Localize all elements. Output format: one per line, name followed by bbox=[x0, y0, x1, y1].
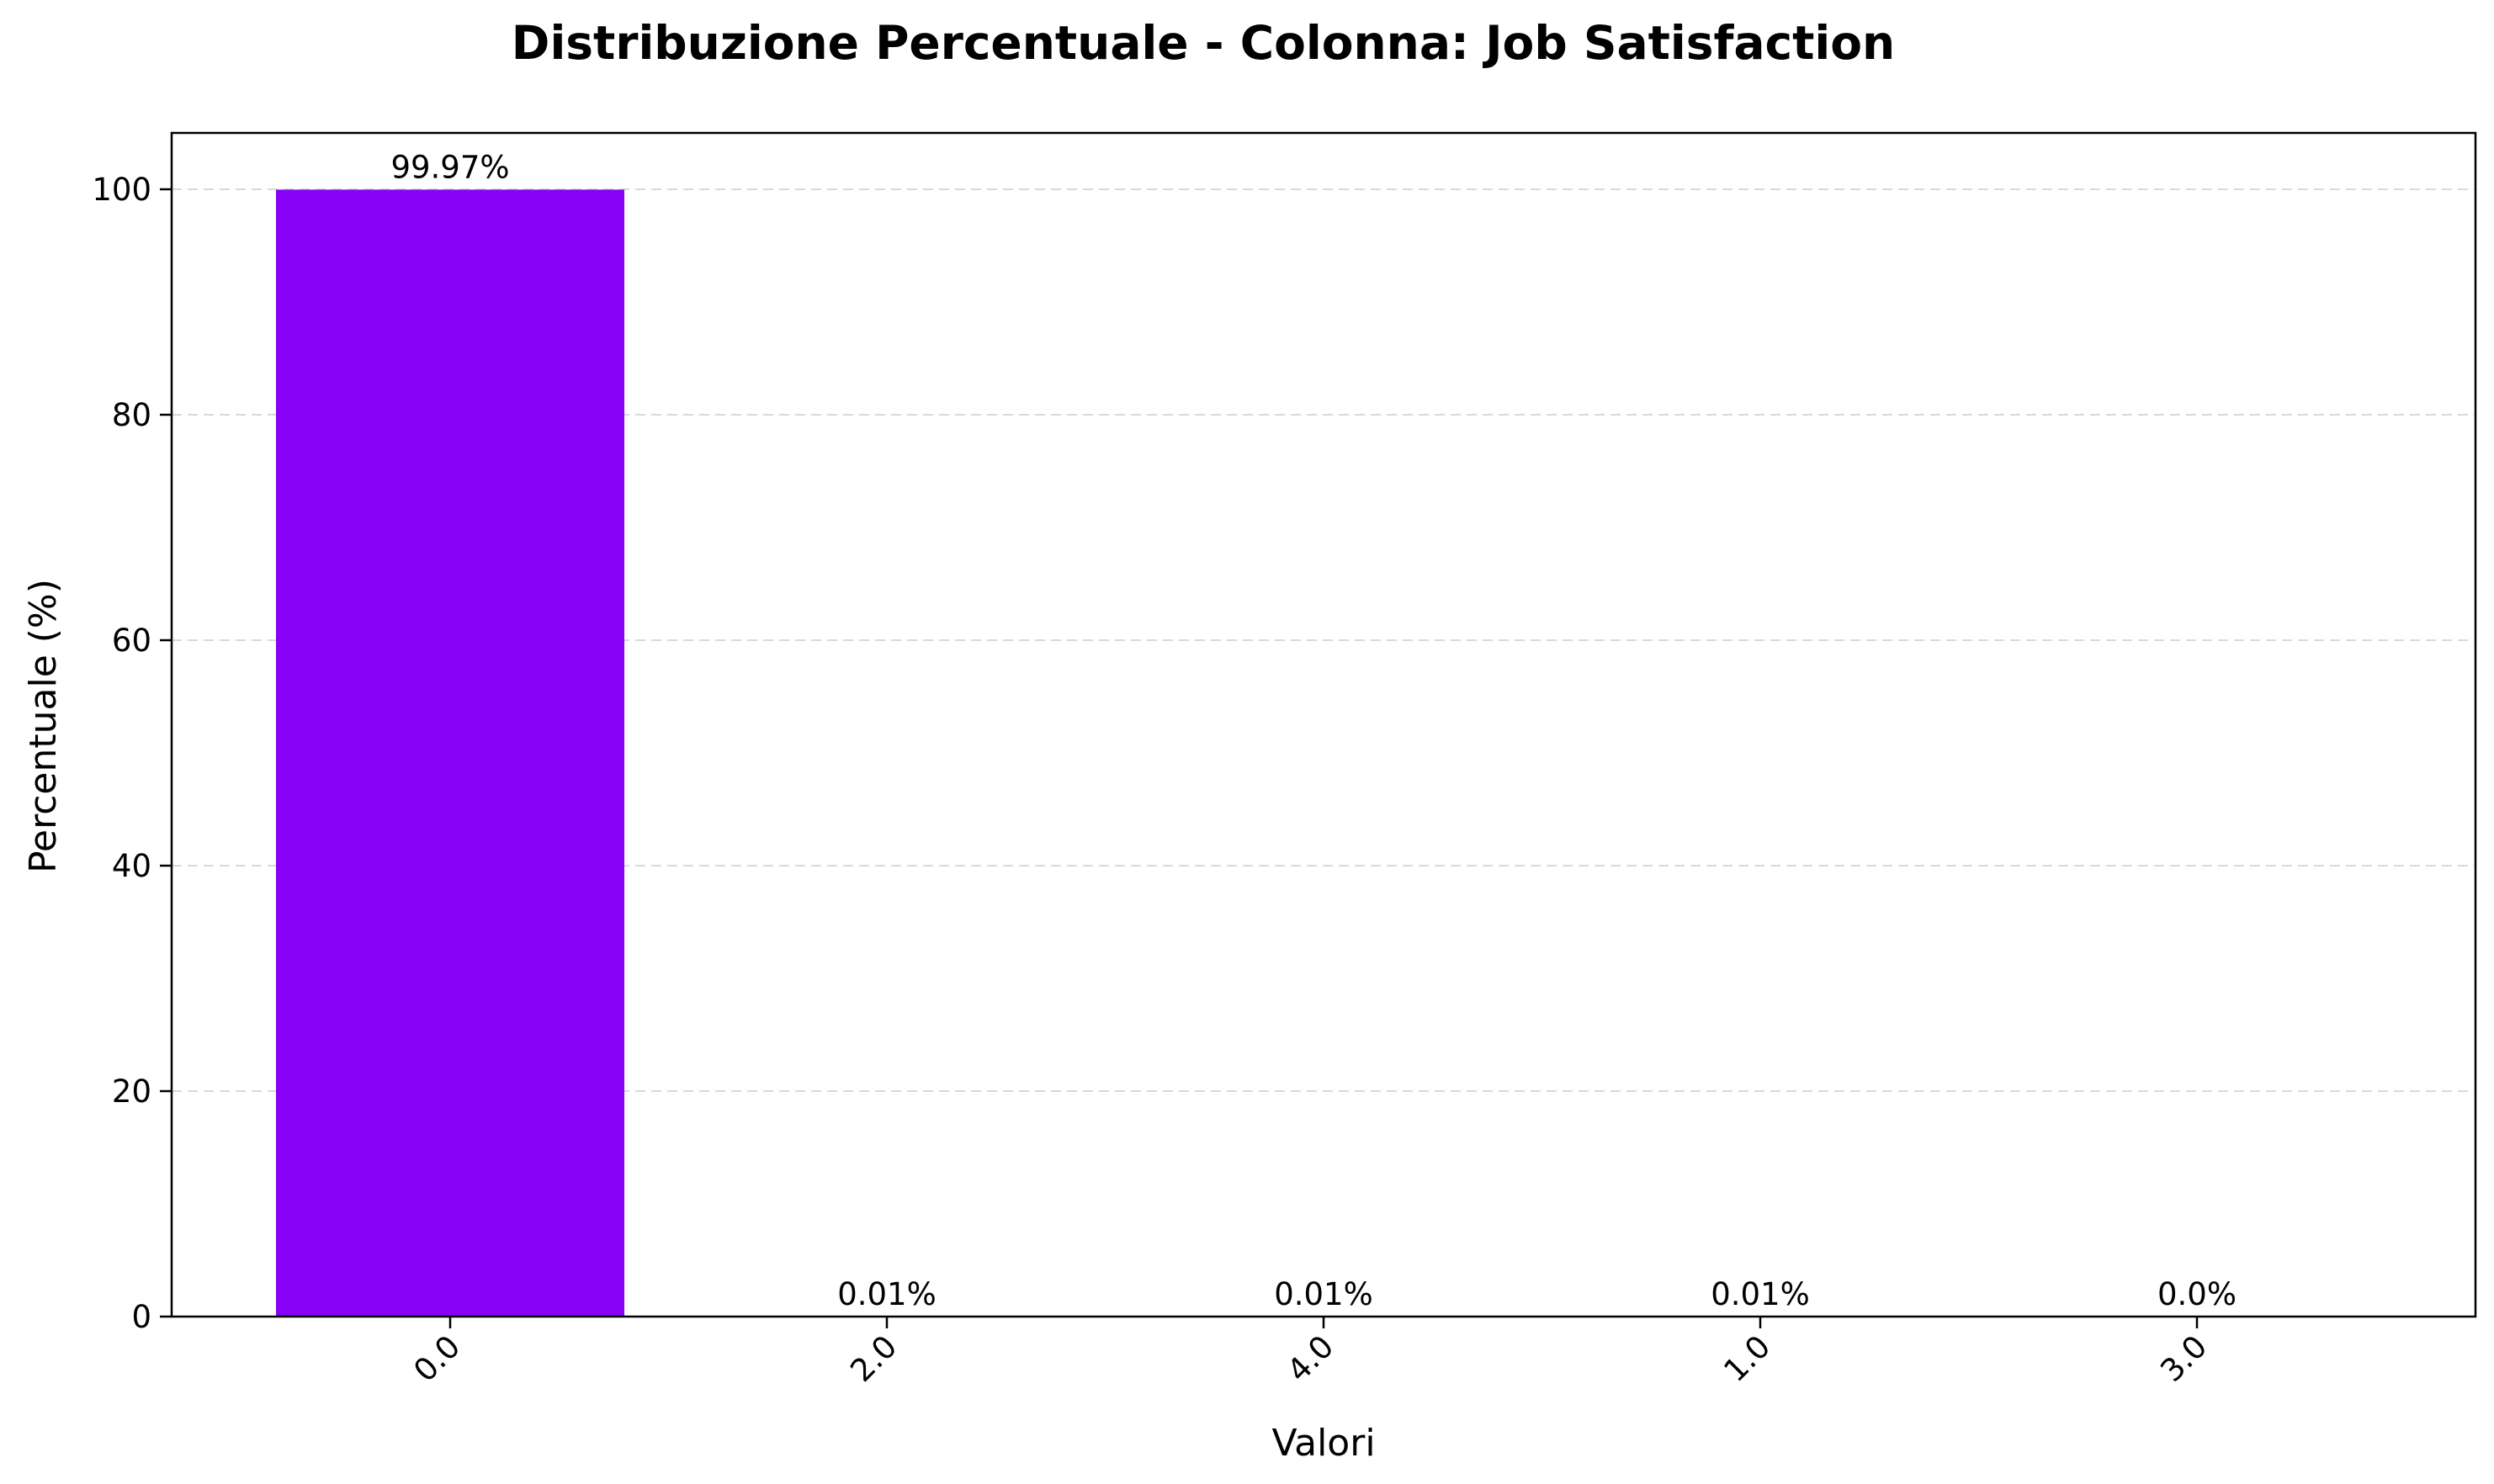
bar-data-label: 0.01% bbox=[1274, 1276, 1373, 1312]
x-axis-label: Valori bbox=[1271, 1422, 1375, 1465]
chart-title: Distribuzione Percentuale - Colonna: Job… bbox=[512, 16, 1895, 70]
x-tick-label: 1.0 bbox=[1717, 1328, 1777, 1389]
x-tick-label: 2.0 bbox=[843, 1328, 904, 1389]
y-tick-label: 20 bbox=[112, 1073, 151, 1110]
x-tick-label: 4.0 bbox=[1280, 1328, 1340, 1389]
bars bbox=[276, 189, 1934, 1317]
y-axis-label: Percentuale (%) bbox=[22, 579, 65, 873]
bar-data-label: 0.01% bbox=[837, 1276, 937, 1312]
x-tick-label: 3.0 bbox=[2153, 1328, 2214, 1389]
y-tick-label: 80 bbox=[112, 397, 151, 433]
y-tick-label: 0 bbox=[131, 1299, 151, 1335]
bar-data-label: 0.0% bbox=[2157, 1276, 2237, 1312]
y-tick-label: 100 bbox=[92, 172, 151, 208]
bar-data-label: 0.01% bbox=[1711, 1276, 1810, 1312]
x-axis-ticks: 0.0 2.0 4.0 1.0 3.0 bbox=[406, 1317, 2214, 1389]
y-tick-label: 60 bbox=[112, 623, 151, 659]
bar-data-label: 99.97% bbox=[390, 149, 509, 185]
data-labels: 99.97% 0.01% 0.01% 0.01% 0.0% bbox=[390, 149, 2237, 1312]
y-tick-label: 40 bbox=[112, 848, 151, 884]
bar bbox=[276, 189, 624, 1317]
y-axis-ticks: 0 20 40 60 80 100 bbox=[92, 172, 172, 1335]
x-tick-label: 0.0 bbox=[406, 1328, 467, 1389]
